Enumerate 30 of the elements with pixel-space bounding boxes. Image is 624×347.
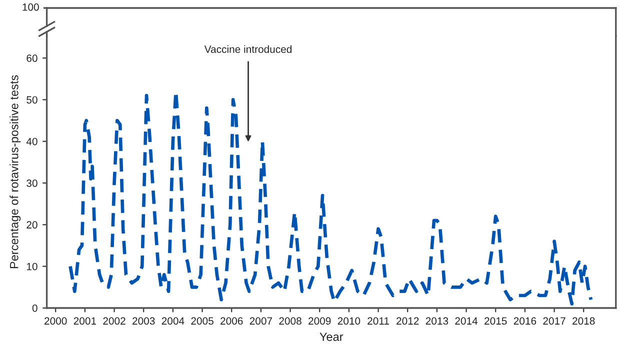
text: 100 [22, 3, 39, 11]
x-tick-label: 2017 [543, 317, 566, 325]
x-tick-label: 2000 [44, 317, 67, 325]
x-tick-label: 2008 [279, 317, 302, 325]
x-tick-label: 2003 [132, 317, 155, 325]
x-tick-label: 2018 [572, 317, 595, 325]
x-tick-label: 2009 [308, 317, 331, 325]
y-tick-label: 20 [26, 221, 38, 229]
x-tick-label: 2011 [368, 317, 389, 325]
x-tick-label: 2005 [191, 317, 214, 325]
annotation: Vaccine introduced [204, 45, 292, 53]
y-axis-title: Percentage of rotavirus-positive tests [10, 75, 21, 268]
x-tick-label: 2014 [455, 317, 478, 325]
y-tick-label: 10 [26, 262, 38, 270]
x-tick-label: 2013 [426, 317, 448, 325]
y-tick-label: 60 [26, 54, 38, 62]
x-tick-label: 2006 [220, 317, 243, 325]
x-axis-title: Year [320, 332, 344, 341]
y-tick-label: 30 [26, 180, 38, 187]
x-tick-label: 2010 [338, 317, 360, 325]
x-tick-label: 2015 [484, 317, 507, 325]
x-tick-label: 2002 [103, 317, 126, 325]
y-tick-label: 40 [26, 138, 38, 146]
x-tick-label: 2001 [74, 317, 96, 325]
x-tick-label: 2016 [514, 317, 536, 325]
y-tick-label: 0 [32, 304, 38, 312]
x-tick-label: 2012 [396, 317, 419, 325]
x-tick-label: 2007 [250, 317, 272, 325]
x-tick-label: 2004 [162, 317, 184, 325]
y-tick-label: 50 [26, 96, 38, 104]
